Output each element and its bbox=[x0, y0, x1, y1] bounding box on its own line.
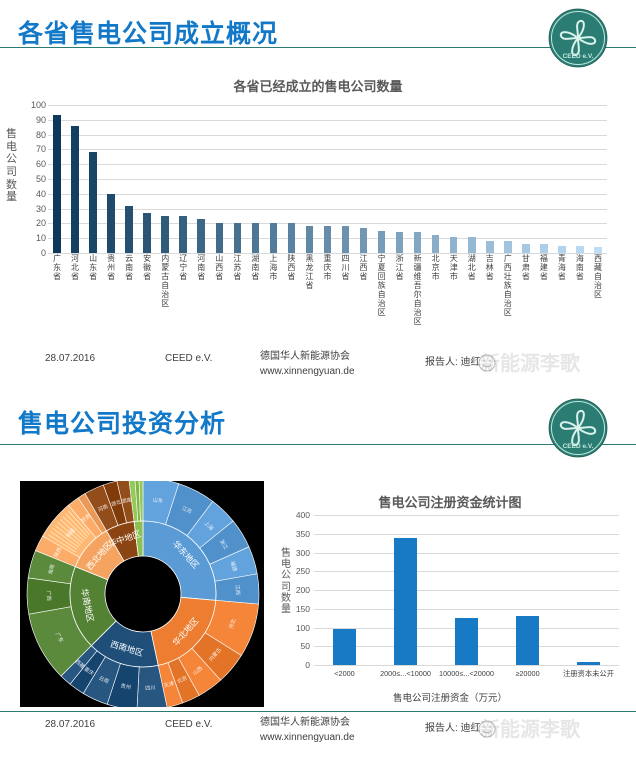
svg-text:CEED e.V.: CEED e.V. bbox=[563, 443, 594, 450]
svg-text:广西: 广西 bbox=[45, 590, 53, 601]
svg-text:江西: 江西 bbox=[234, 585, 241, 596]
svg-text:CEED e.V.: CEED e.V. bbox=[563, 53, 594, 60]
svg-text:四川: 四川 bbox=[145, 684, 156, 692]
